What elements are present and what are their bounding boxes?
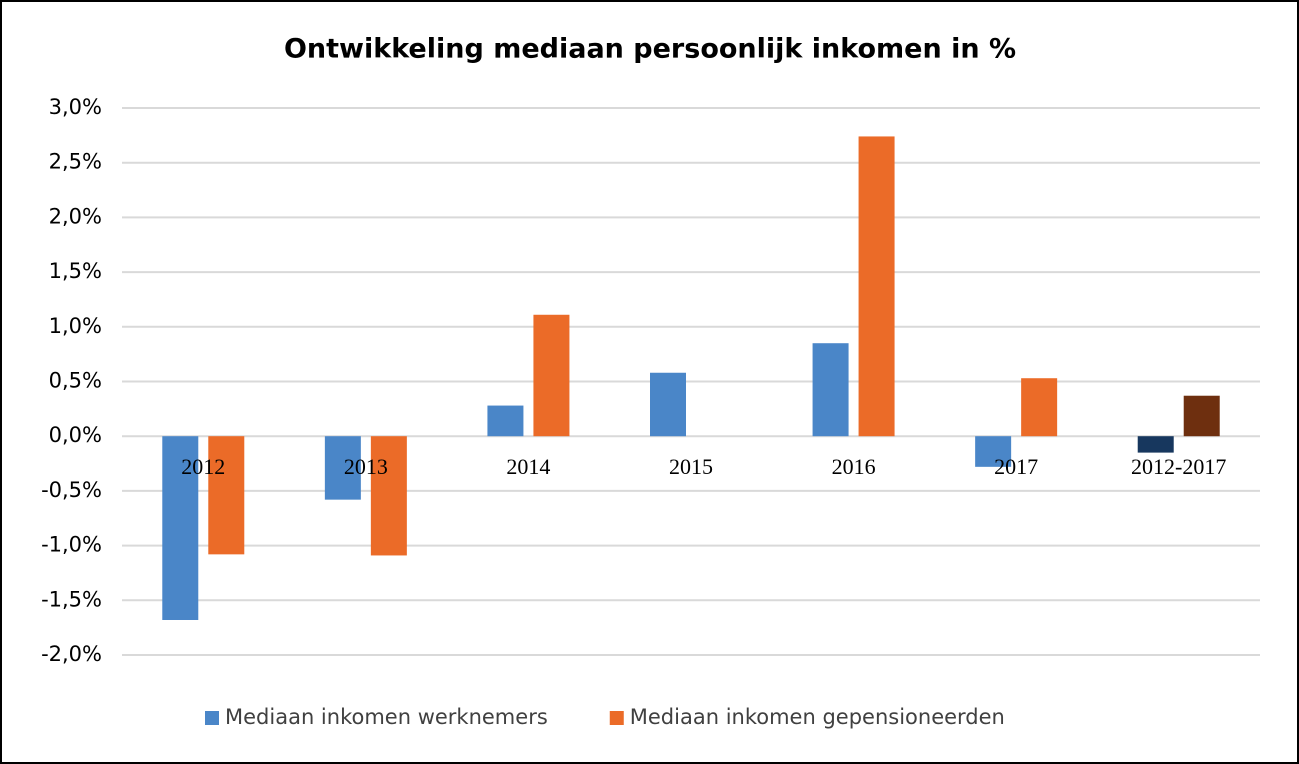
bar: [1137, 436, 1174, 453]
y-tick-label: 0,5%: [49, 369, 102, 393]
y-tick-label: 1,0%: [49, 314, 102, 338]
y-tick-label: -2,0%: [41, 642, 102, 666]
x-tick-label: 2016: [832, 454, 876, 479]
chart-title: Ontwikkeling mediaan persoonlijk inkomen…: [284, 34, 1016, 65]
bar: [487, 405, 524, 437]
x-tick-label: 2012: [181, 454, 225, 479]
bar: [533, 314, 570, 437]
bar: [324, 436, 361, 500]
y-tick-label: 0,0%: [49, 423, 102, 447]
legend-swatch: [205, 711, 219, 725]
bar: [975, 436, 1012, 467]
x-tick-label: 2014: [506, 454, 550, 479]
bar: [208, 436, 245, 555]
y-tick-label: 2,5%: [49, 150, 102, 174]
bar: [370, 436, 407, 556]
bar: [162, 436, 199, 620]
legend-label: Mediaan inkomen werknemers: [225, 705, 548, 729]
bar: [812, 343, 849, 437]
y-tick-label: 1,5%: [49, 259, 102, 283]
y-tick-label: -1,0%: [41, 533, 102, 557]
x-tick-label: 2015: [669, 454, 713, 479]
bar: [858, 136, 895, 437]
x-tick-label: 2017: [994, 454, 1038, 479]
bar: [1021, 378, 1058, 437]
x-tick-label: 2013: [344, 454, 388, 479]
legend-swatch: [609, 711, 624, 725]
y-tick-label: -0,5%: [41, 478, 102, 502]
y-tick-label: 3,0%: [49, 95, 102, 119]
bar: [1183, 395, 1220, 437]
y-tick-label: 2,0%: [49, 204, 102, 228]
bar: [650, 372, 686, 437]
x-tick-label: 2012-2017: [1131, 454, 1226, 479]
legend-label: Mediaan inkomen gepensioneerden: [630, 705, 1005, 729]
y-tick-label: -1,5%: [41, 587, 102, 611]
